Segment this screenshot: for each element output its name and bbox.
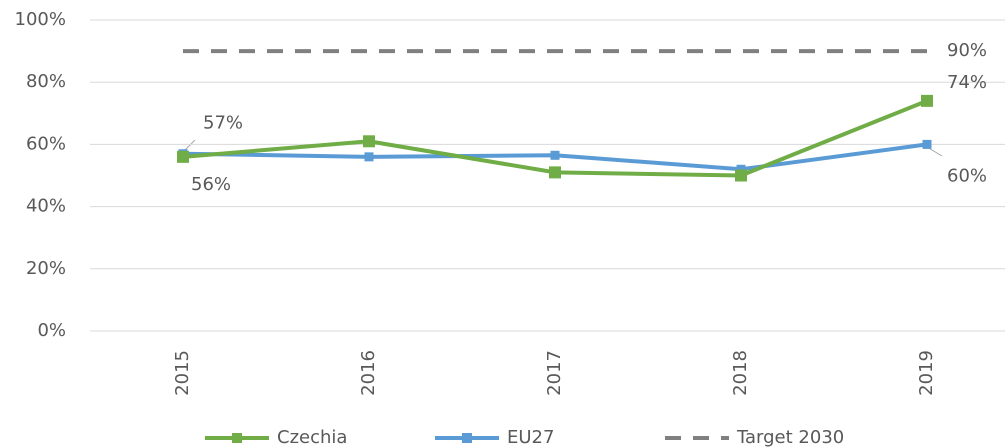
y-tick-label: 100% xyxy=(15,9,66,30)
legend-label: Czechia xyxy=(277,427,347,448)
legend-marker xyxy=(232,433,242,443)
y-tick-label: 80% xyxy=(26,71,66,92)
data-label: 90% xyxy=(947,40,987,61)
y-tick-label: 20% xyxy=(26,258,66,279)
marker xyxy=(921,94,933,107)
series-line xyxy=(182,99,928,178)
marker xyxy=(549,166,561,179)
x-tick-label: 2018 xyxy=(730,350,751,396)
legend-marker xyxy=(462,433,472,443)
x-tick-label: 2017 xyxy=(544,350,565,396)
y-tick-label: 60% xyxy=(26,133,66,154)
marker xyxy=(735,169,747,182)
marker xyxy=(922,139,932,149)
marker xyxy=(550,150,560,160)
data-label: 74% xyxy=(947,72,987,93)
legend-label: Target 2030 xyxy=(736,427,844,448)
y-tick-label: 0% xyxy=(37,320,66,341)
marker xyxy=(363,135,375,148)
marker xyxy=(364,152,374,162)
y-tick-label: 40% xyxy=(26,196,66,217)
data-label: 57% xyxy=(203,113,243,134)
marker xyxy=(736,164,746,174)
x-tick-label: 2019 xyxy=(916,350,937,396)
data-label: 56% xyxy=(191,174,231,195)
x-tick-label: 2016 xyxy=(358,350,379,396)
data-label: 60% xyxy=(947,165,987,186)
x-tick-label: 2015 xyxy=(172,350,193,396)
marker xyxy=(177,150,189,163)
legend-label: EU27 xyxy=(507,427,554,448)
